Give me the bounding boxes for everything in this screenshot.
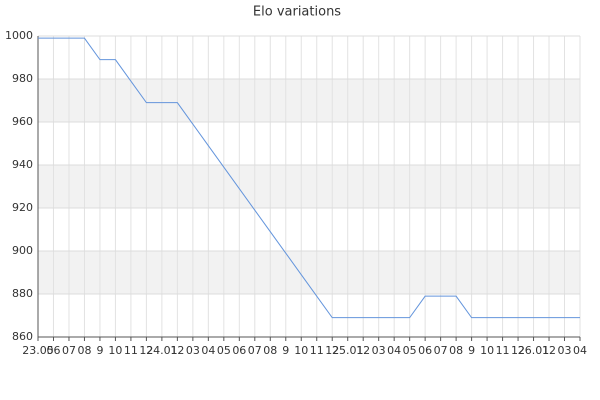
x-tick-label: 25.01: [332, 344, 364, 357]
line-series: [38, 37, 580, 319]
x-tick-label: 11: [496, 344, 510, 357]
x-tick-label: 04: [201, 344, 215, 357]
x-tick-label: 12: [325, 344, 339, 357]
x-tick-label: 11: [124, 344, 138, 357]
x-tick-label: 10: [108, 344, 122, 357]
y-tick-label: 880: [12, 287, 33, 300]
x-tick-label: 06: [46, 344, 60, 357]
x-tick-label: 06: [232, 344, 246, 357]
x-tick-label: 10: [480, 344, 494, 357]
chart-title: Elo variations: [253, 5, 341, 20]
x-tick-label: 24.01: [146, 344, 178, 357]
x-tick-label: 03: [372, 344, 386, 357]
x-tick-label: 03: [186, 344, 200, 357]
x-tick-label: 06: [418, 344, 432, 357]
x-tick-label: 07: [62, 344, 76, 357]
y-tick-label: 1000: [5, 29, 33, 42]
x-tick-label: 12: [139, 344, 153, 357]
grid-band: [38, 251, 580, 294]
x-tick-label: 05: [217, 344, 231, 357]
x-tick-label: 07: [434, 344, 448, 357]
x-tick-label: 12: [511, 344, 525, 357]
x-tick-label: 08: [77, 344, 91, 357]
y-tick-label: 960: [12, 115, 33, 128]
x-tick-label: 26.01: [518, 344, 550, 357]
x-tick-label: 08: [449, 344, 463, 357]
x-tick-label: 10: [294, 344, 308, 357]
x-tick-label: 12: [542, 344, 556, 357]
x-tick-label: 12: [356, 344, 370, 357]
x-tick-label: 9: [282, 344, 289, 357]
x-tick-label: 08: [263, 344, 277, 357]
x-tick-label: 04: [573, 344, 587, 357]
y-tick-label: 940: [12, 158, 33, 171]
x-tick-label: 11: [310, 344, 324, 357]
grid-band: [38, 165, 580, 208]
x-tick-label: 23.05: [22, 344, 54, 357]
x-tick-label: 04: [387, 344, 401, 357]
y-tick-label: 900: [12, 244, 33, 257]
x-tick-label: 03: [558, 344, 572, 357]
y-tick-label: 860: [12, 330, 33, 343]
grid-band: [38, 79, 580, 122]
x-tick-label: 05: [403, 344, 417, 357]
y-tick-label: 920: [12, 201, 33, 214]
x-tick-label: 07: [248, 344, 262, 357]
x-tick-label: 12: [170, 344, 184, 357]
y-tick-label: 980: [12, 72, 33, 85]
x-tick-label: 9: [96, 344, 103, 357]
x-tick-label: 9: [468, 344, 475, 357]
